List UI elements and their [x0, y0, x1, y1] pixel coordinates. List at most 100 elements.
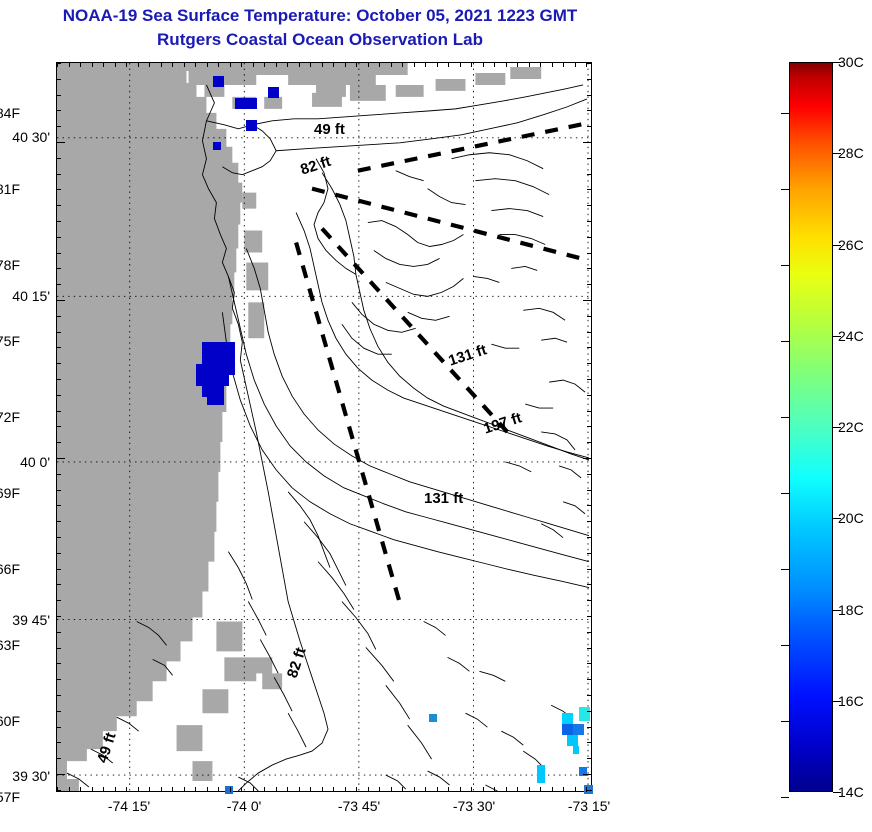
axis-tick [91, 787, 93, 792]
axis-tick [390, 62, 392, 67]
axis-tick [321, 62, 323, 67]
axis-tick [56, 489, 61, 491]
y-axis-tick-label: 40 15' [12, 288, 50, 304]
sst-pixel [196, 364, 235, 375]
axis-tick [172, 787, 173, 792]
sst-pixel [573, 746, 579, 754]
axis-tick [114, 787, 116, 792]
sst-pixel [207, 397, 224, 405]
axis-tick [587, 157, 592, 159]
axis-tick [587, 63, 592, 64]
axis-tick [344, 62, 346, 67]
axis-tick [390, 787, 392, 792]
colorbar-label-fahrenheit: 69F [0, 484, 20, 501]
y-axis-tick-label: 39 30' [12, 768, 50, 784]
map-graphics [57, 63, 591, 791]
colorbar-tick [781, 188, 789, 190]
axis-tick [56, 300, 65, 301]
axis-tick [528, 62, 530, 67]
axis-tick [56, 505, 61, 507]
axis-tick [482, 787, 484, 792]
axis-tick [56, 315, 61, 317]
axis-tick [56, 631, 61, 633]
axis-tick [563, 62, 564, 67]
axis-tick [56, 600, 61, 602]
axis-tick [218, 787, 219, 792]
axis-tick [587, 505, 592, 507]
axis-tick [298, 787, 300, 792]
axis-tick [56, 426, 61, 428]
axis-tick [587, 94, 592, 96]
axis-tick [587, 78, 592, 80]
sst-pixel [202, 353, 235, 364]
axis-tick [287, 62, 288, 67]
axis-tick [587, 631, 592, 633]
colorbar-tick [781, 416, 789, 418]
axis-tick [298, 62, 300, 67]
axis-tick [587, 742, 592, 744]
axis-tick [56, 616, 61, 617]
axis-tick [126, 62, 127, 67]
axis-tick [172, 62, 173, 67]
axis-tick [587, 726, 592, 728]
colorbar-label-fahrenheit: 57F [0, 789, 20, 806]
axis-tick [114, 62, 116, 67]
sst-pixel [235, 98, 246, 109]
axis-tick [587, 616, 592, 617]
axis-tick [574, 787, 576, 792]
axis-tick [425, 62, 426, 67]
colorbar-label-celsius: 30C [838, 54, 864, 70]
sst-pixel [246, 98, 257, 109]
temperature-colorbar [781, 62, 841, 799]
axis-tick [402, 787, 403, 792]
colorbar-label-fahrenheit: 72F [0, 408, 20, 425]
axis-tick [448, 787, 449, 792]
axis-tick [587, 710, 592, 712]
axis-tick [587, 221, 592, 222]
axis-tick [587, 347, 592, 349]
axis-tick [587, 600, 592, 602]
colorbar-tick [833, 792, 841, 793]
axis-tick [56, 284, 61, 286]
colorbar-label-fahrenheit: 60F [0, 713, 20, 730]
axis-tick [528, 787, 530, 792]
axis-tick [56, 442, 61, 444]
sst-pixel [202, 342, 213, 353]
axis-tick [505, 787, 507, 792]
axis-tick [57, 62, 58, 67]
axis-tick [68, 62, 70, 67]
axis-tick [587, 126, 592, 128]
colorbar-label-celsius: 18C [838, 601, 864, 618]
axis-tick [56, 331, 61, 333]
sst-pixel [562, 713, 573, 724]
axis-tick [321, 787, 323, 792]
axis-tick [160, 62, 162, 67]
axis-tick [183, 62, 185, 67]
axis-tick [583, 142, 592, 143]
axis-tick [56, 584, 61, 586]
axis-tick [149, 62, 150, 67]
axis-tick [563, 787, 564, 792]
colorbar-tick [833, 518, 841, 520]
axis-tick [587, 789, 592, 791]
axis-tick [344, 787, 346, 792]
axis-tick [56, 379, 61, 380]
axis-tick [206, 787, 208, 792]
coastline-contours [66, 84, 590, 791]
colorbar-label-fahrenheit: 78F [0, 256, 20, 273]
axis-tick [56, 126, 61, 128]
axis-tick [587, 695, 592, 696]
axis-tick [252, 62, 254, 67]
axis-tick [264, 787, 265, 792]
axis-tick [436, 787, 438, 792]
axis-tick [56, 521, 61, 523]
axis-tick [448, 62, 449, 67]
sst-pixel [213, 76, 224, 87]
axis-tick [68, 787, 70, 792]
axis-tick [471, 787, 472, 792]
sst-pixel [246, 120, 257, 131]
axis-tick [56, 268, 61, 270]
axis-tick [333, 787, 334, 792]
axis-tick [56, 552, 61, 554]
axis-tick [517, 787, 518, 792]
